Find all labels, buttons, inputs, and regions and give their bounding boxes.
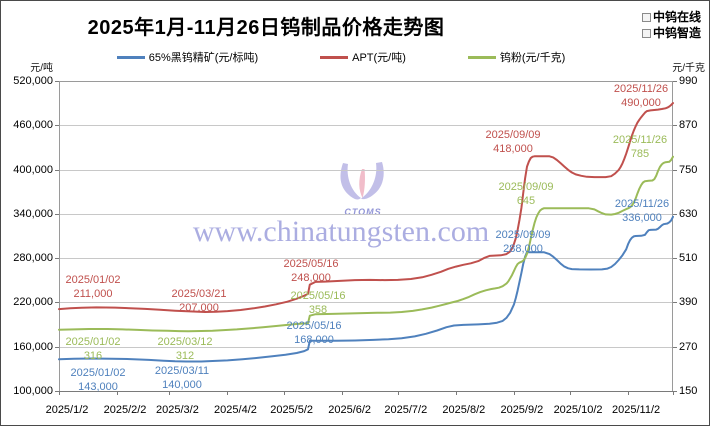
x-axis-tick-label: 2025/5/2	[270, 404, 314, 416]
data-label-date: 2025/09/09	[495, 229, 551, 241]
data-label-value: 211,000	[73, 288, 113, 300]
data-label-tungsten-powder: 2025/05/16 358	[260, 289, 376, 317]
left-axis-tick-label: 280,000	[13, 252, 53, 265]
data-label-value: 143,000	[78, 381, 118, 393]
data-label-date: 2025/03/21	[171, 288, 227, 300]
data-label-date: 2025/05/16	[290, 290, 346, 302]
left-axis-tick-label: 160,000	[13, 340, 53, 353]
data-label-value: 418,000	[493, 143, 533, 155]
brand-logo-icon	[641, 28, 651, 38]
data-label-date: 2025/03/11	[154, 365, 210, 377]
x-axis-tick-label: 2025/4/2	[214, 404, 257, 416]
legend-label-tungsten-powder: 钨粉(元/千克)	[499, 52, 566, 64]
data-label-value: 490,000	[621, 97, 661, 109]
chart-title: 2025年1月-11月26日钨制品价格走势图	[87, 17, 445, 39]
x-axis-tick-label: 2025/6/2	[328, 404, 372, 416]
data-label-apt: 2025/03/21 207,000	[141, 287, 257, 315]
right-axis-tick-label: 990	[679, 75, 698, 87]
x-axis-tick-label: 2025/10/2	[553, 404, 603, 416]
brand-name-smart: 中钨智造	[652, 26, 701, 40]
right-axis-tick-label: 270	[679, 340, 698, 353]
data-label-apt: 2025/11/26 490,000	[583, 82, 699, 110]
data-label-value: 168,000	[294, 334, 334, 346]
left-axis-tick-label: 520,000	[13, 75, 53, 87]
brand-line-1: 中钨在线	[641, 9, 701, 25]
data-label-date: 2025/03/12	[157, 336, 213, 348]
data-label-tungsten-powder: 2025/01/02 316	[35, 335, 151, 363]
price-chart-svg	[55, 81, 677, 395]
data-label-date: 2025/05/16	[283, 258, 339, 270]
plot-area	[55, 81, 677, 395]
brand-line-2: 中钨智造	[641, 25, 701, 41]
legend-swatch-black-tungsten-concentrate	[116, 55, 145, 59]
data-label-value: 358	[308, 304, 328, 316]
legend-item-apt: APT(元/吨)	[320, 49, 406, 65]
data-label-apt: 2025/01/02 211,000	[35, 273, 151, 301]
x-axis-tick-label: 2025/2/2	[103, 404, 147, 416]
data-label-black-tungsten-concentrate: 2025/01/02 143,000	[40, 366, 156, 394]
data-label-value: 288,000	[503, 243, 543, 255]
data-label-date: 2025/11/26	[612, 134, 668, 146]
right-axis-tick-label: 870	[679, 119, 698, 132]
data-label-black-tungsten-concentrate: 2025/05/16 168,000	[256, 319, 372, 347]
data-label-value: 785	[630, 148, 650, 160]
data-label-value: 140,000	[162, 379, 202, 391]
left-axis-unit: 元/吨	[30, 63, 53, 74]
x-axis-tick-label: 2025/1/2	[45, 404, 89, 416]
legend-item-black-tungsten-concentrate: 65%黑钨精矿(元/标吨)	[116, 49, 259, 65]
right-axis-tick-label: 390	[679, 296, 698, 309]
legend-item-tungsten-powder: 钨粉(元/千克)	[467, 49, 566, 65]
data-label-date: 2025/11/26	[613, 83, 669, 95]
x-axis-tick-label: 2025/9/2	[500, 404, 544, 416]
data-label-value: 207,000	[179, 302, 219, 314]
data-label-tungsten-powder: 2025/03/12 312	[127, 335, 243, 363]
right-axis-unit: 元/千克	[672, 63, 705, 74]
data-label-date: 2025/09/09	[485, 129, 541, 141]
x-axis-tick-label: 2025/7/2	[384, 404, 428, 416]
data-label-date: 2025/01/02	[70, 367, 126, 379]
data-label-date: 2025/05/16	[286, 320, 342, 332]
data-label-tungsten-powder: 2025/11/26 785	[582, 133, 698, 161]
data-label-date: 2025/11/26	[614, 198, 670, 210]
data-label-date: 2025/01/02	[65, 336, 121, 348]
series-line-tungsten-powder	[58, 155, 674, 333]
data-label-apt: 2025/09/09 418,000	[455, 128, 571, 156]
data-label-date: 2025/09/09	[498, 181, 554, 193]
right-axis-tick-label: 750	[679, 163, 698, 176]
left-axis-tick-label: 460,000	[13, 119, 53, 132]
left-axis-tick-label: 100,000	[13, 385, 53, 397]
x-axis-tick-label: 2025/11/2	[612, 404, 661, 416]
data-label-black-tungsten-concentrate: 2025/11/26 336,000	[584, 197, 700, 225]
x-axis-tick-label: 2025/8/2	[442, 404, 486, 416]
brand-name-online: 中钨在线	[652, 10, 701, 24]
right-axis-tick-label: 630	[679, 207, 698, 220]
chart-legend: 65%黑钨精矿(元/标吨) APT(元/吨) 钨粉(元/千克)	[1, 49, 681, 65]
left-axis-tick-label: 220,000	[13, 296, 53, 309]
right-axis-tick-label: 510	[679, 252, 698, 265]
data-label-value: 645	[516, 195, 536, 207]
x-axis-tick-label: 2025/3/2	[156, 404, 199, 416]
data-label-tungsten-powder: 2025/09/09 645	[468, 180, 584, 208]
data-label-value: 312	[175, 350, 195, 362]
legend-swatch-apt	[320, 55, 349, 59]
data-label-date: 2025/01/02	[65, 274, 121, 286]
left-axis-tick-label: 400,000	[13, 163, 53, 176]
legend-swatch-tungsten-powder	[467, 55, 496, 59]
data-label-apt: 2025/05/16 248,000	[253, 257, 369, 285]
right-axis-tick-label: 150	[679, 385, 698, 397]
left-axis-tick-label: 340,000	[13, 207, 53, 220]
data-label-value: 336,000	[622, 212, 662, 224]
data-label-value: 316	[83, 350, 103, 362]
legend-label-apt: APT(元/吨)	[352, 52, 406, 64]
brand-badge: 中钨在线 中钨智造	[641, 9, 701, 41]
series-line-black-tungsten-concentrate	[58, 215, 674, 363]
data-label-value: 248,000	[291, 272, 331, 284]
brand-logo-icon	[641, 12, 651, 22]
data-label-black-tungsten-concentrate: 2025/03/11 140,000	[124, 364, 240, 392]
data-label-black-tungsten-concentrate: 2025/09/09 288,000	[465, 228, 581, 256]
legend-label-black-tungsten-concentrate: 65%黑钨精矿(元/标吨)	[148, 52, 259, 64]
series-line-apt	[58, 102, 674, 313]
